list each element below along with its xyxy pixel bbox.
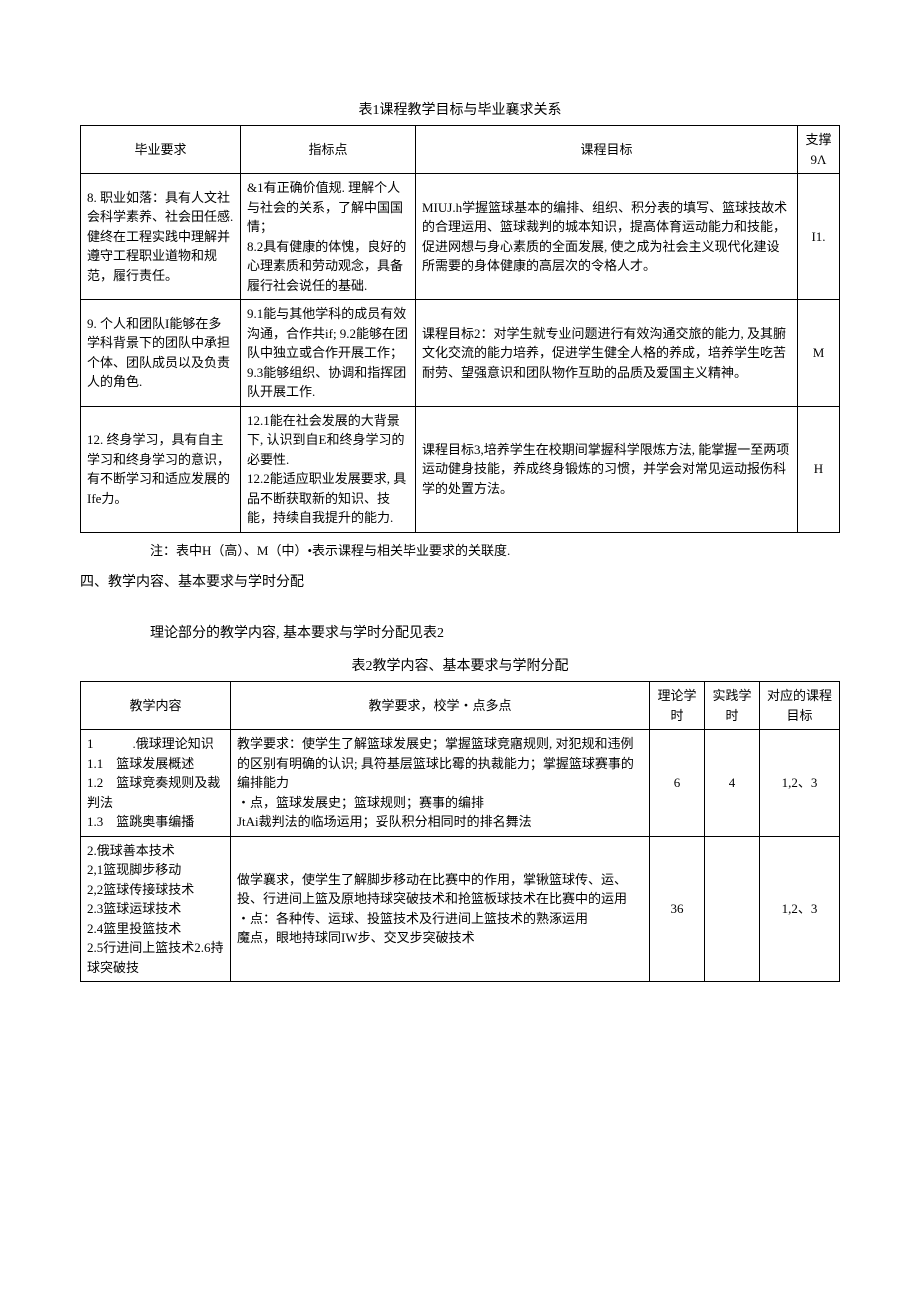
table2-header-2: 教学要求，校学・点多点 <box>231 682 650 730</box>
table1-r1-c1: 8. 职业如落：具有人文社会科学素养、社会田任感. 健终在工程实践中理解并遵守工… <box>81 174 241 300</box>
table2-header-row: 教学内容 教学要求，校学・点多点 理论学时 实践学时 对应的课程目标 <box>81 682 840 730</box>
table2-header-5: 对应的课程目标 <box>760 682 840 730</box>
table2-r1-c3: 6 <box>650 730 705 837</box>
table1-r1-c3: MIUJ.h学握篮球基本的编排、组织、积分表的填写、篮球技故术的合理运用、篮球裁… <box>416 174 798 300</box>
table1-r2-c1: 9. 个人和团队I能够在多学科背景下的团队中承担个体、团队成员以及负责人的角色. <box>81 300 241 407</box>
table-row: 12. 终身学习，具有自主学习和终身学习的意识，有不断学习和适应发展的Ife力。… <box>81 406 840 532</box>
table2: 教学内容 教学要求，校学・点多点 理论学时 实践学时 对应的课程目标 1 .俄球… <box>80 681 840 982</box>
table1-r3-c2: 12.1能在社会发展的大背景下, 认识到自E和终身学习的必要性.12.2能适应职… <box>241 406 416 532</box>
table1-header-3: 课程目标 <box>416 126 798 174</box>
table1-header-1: 毕业要求 <box>81 126 241 174</box>
table2-r1-c1: 1 .俄球理论知识1.1 篮球发展概述1.2 篮球竞奏规则及裁判法1.3 篮跳奥… <box>81 730 231 837</box>
table2-r2-c1: 2.俄球善本技术2,1篮现脚步移动2,2篮球传接球技术2.3篮球运球技术2.4篮… <box>81 836 231 982</box>
table1-r3-c4: H <box>798 406 840 532</box>
table2-header-3: 理论学时 <box>650 682 705 730</box>
table2-r1-c2: 教学要求：使学生了解篮球发展史；掌握篮球竞寤规则, 对犯规和违例的区别有明确的认… <box>231 730 650 837</box>
table2-caption: 表2教学内容、基本要求与学附分配 <box>80 656 840 677</box>
table-row: 9. 个人和团队I能够在多学科背景下的团队中承担个体、团队成员以及负责人的角色.… <box>81 300 840 407</box>
table1-note: 注：表中H（高）、M（中）•表示课程与相关毕业要求的关联度. <box>150 541 840 561</box>
table1-r2-c2: 9.1能与其他学科的成员有效沟通，合作共if; 9.2能够在团队中独立或合作开展… <box>241 300 416 407</box>
table1-header-4: 支撑9Λ <box>798 126 840 174</box>
table1-header-row: 毕业要求 指标点 课程目标 支撑9Λ <box>81 126 840 174</box>
table2-header-4: 实践学时 <box>705 682 760 730</box>
table1-caption: 表1课程教学目标与毕业襄求关系 <box>80 100 840 121</box>
table1-r1-c2: &1有正确价值规. 理解个人与社会的关系，了解中国国情；8.2具有健康的体愧，良… <box>241 174 416 300</box>
table1-header-2: 指标点 <box>241 126 416 174</box>
table2-r2-c2: 做学襄求，使学生了解脚步移动在比赛中的作用，掌锹篮球传、运、投、行进间上篮及原地… <box>231 836 650 982</box>
table-row: 2.俄球善本技术2,1篮现脚步移动2,2篮球传接球技术2.3篮球运球技术2.4篮… <box>81 836 840 982</box>
table2-r2-c4 <box>705 836 760 982</box>
table1-r2-c3: 课程目标2：对学生就专业问题进行有效沟通交旅的能力, 及其腑文化交流的能力培养，… <box>416 300 798 407</box>
table2-r2-c5: 1,2、3 <box>760 836 840 982</box>
table-row: 8. 职业如落：具有人文社会科学素养、社会田任感. 健终在工程实践中理解并遵守工… <box>81 174 840 300</box>
table2-header-1: 教学内容 <box>81 682 231 730</box>
table1-r1-c4: I1. <box>798 174 840 300</box>
table1-r3-c1: 12. 终身学习，具有自主学习和终身学习的意识，有不断学习和适应发展的Ife力。 <box>81 406 241 532</box>
table-row: 1 .俄球理论知识1.1 篮球发展概述1.2 篮球竞奏规则及裁判法1.3 篮跳奥… <box>81 730 840 837</box>
table1-r2-c4: M <box>798 300 840 407</box>
table2-r2-c3: 36 <box>650 836 705 982</box>
table1-r3-c3: 课程目标3,培养学生在校期间掌握科学限炼方法, 能掌握一至两项运动健身技能，养成… <box>416 406 798 532</box>
table2-intro: 理论部分的教学内容, 基本要求与学时分配见表2 <box>150 623 840 644</box>
table1: 毕业要求 指标点 课程目标 支撑9Λ 8. 职业如落：具有人文社会科学素养、社会… <box>80 125 840 533</box>
table2-r1-c5: 1,2、3 <box>760 730 840 837</box>
section-heading: 四、教学内容、基本要求与学时分配 <box>80 572 840 593</box>
table2-r1-c4: 4 <box>705 730 760 837</box>
